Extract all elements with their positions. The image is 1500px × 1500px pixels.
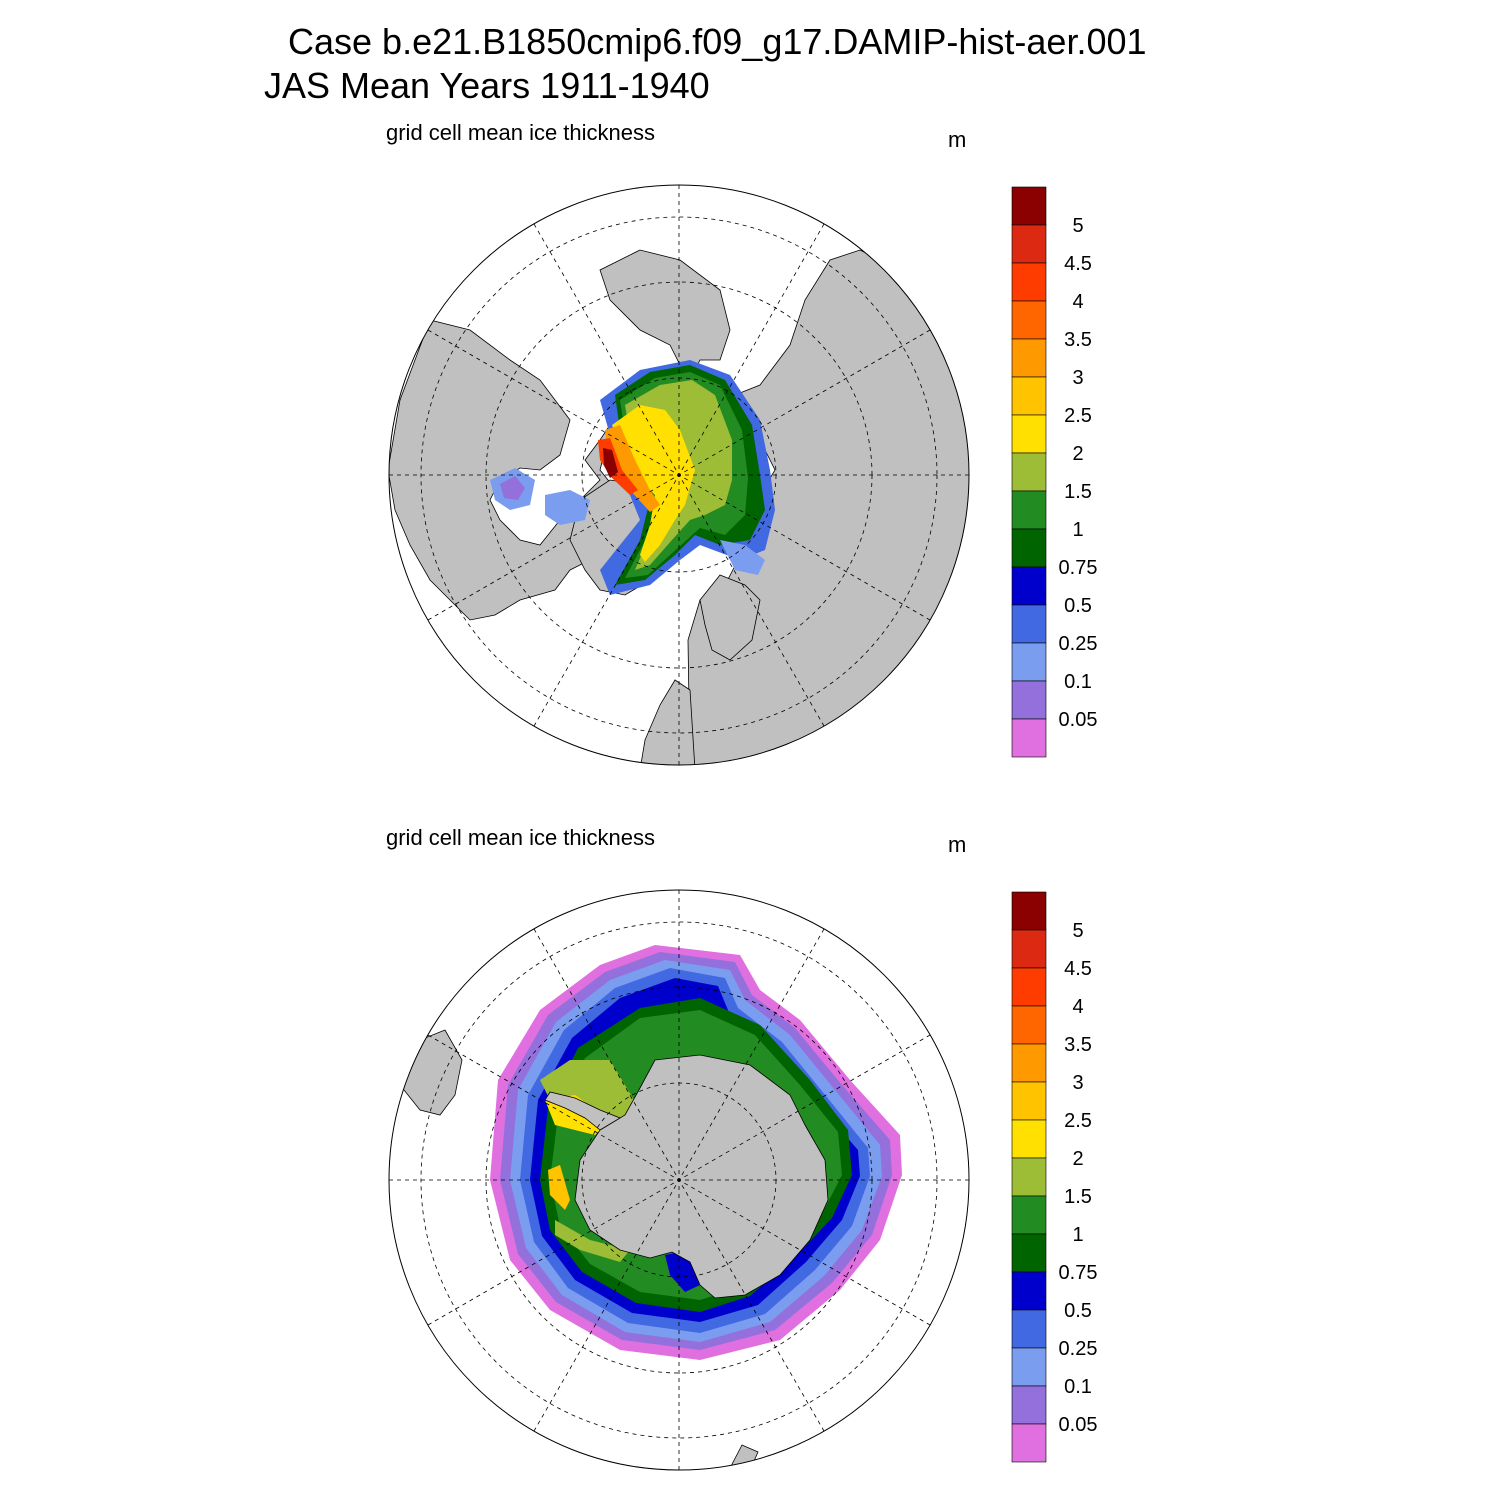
- north-colorbar-box: [1011, 262, 1047, 302]
- north-colorbar-box: [1011, 680, 1047, 720]
- south-units-label: m: [948, 832, 967, 857]
- north-ice-hudson-core: [500, 476, 525, 500]
- north-graticule: [389, 185, 969, 765]
- north-ice-3: [605, 425, 660, 512]
- south-colorbar: 5 4.5 4 3.5 3 2.5 2 1.5 1 0.75 0.5 0.25 0.1 0.05: [1011, 891, 1098, 1463]
- south-colorbar-tick-label: 1.5: [1064, 1186, 1092, 1208]
- south-colorbar-box: [1011, 1271, 1047, 1311]
- south-map: [388, 889, 970, 1471]
- north-colorbar-box: [1011, 718, 1047, 758]
- south-map-boundary: [388, 889, 970, 1471]
- north-land-africa: [639, 679, 696, 765]
- north-colorbar-box: [1011, 376, 1047, 416]
- south-ice-3: [548, 1165, 570, 1210]
- north-colorbar-box: [1011, 300, 1047, 340]
- north-colorbar-tick-label: 0.75: [1059, 557, 1098, 579]
- north-colorbar-tick-label: 4.5: [1064, 253, 1092, 275]
- north-colorbar-tick-label: 3: [1072, 367, 1083, 389]
- north-units-label: m: [948, 127, 967, 152]
- chart-title-line1: Case b.e21.B1850cmip6.f09_g17.DAMIP-hist…: [288, 21, 1147, 62]
- south-graticule: [389, 890, 969, 1470]
- south-colorbar-tick-label: 0.5: [1064, 1300, 1092, 1322]
- north-colorbar-tick-label: 0.5: [1064, 595, 1092, 617]
- south-colorbar-tick-label: 0.1: [1064, 1376, 1092, 1398]
- north-colorbar-tick-label: 1: [1072, 519, 1083, 541]
- north-ice-baffin: [545, 490, 590, 525]
- north-colorbar-tick-label: 0.05: [1059, 709, 1098, 731]
- north-colorbar-tick-label: 1.5: [1064, 481, 1092, 503]
- south-colorbar-box: [1011, 929, 1047, 969]
- north-ice-barents: [720, 540, 765, 575]
- south-colorbar-box: [1011, 1157, 1047, 1197]
- south-panel-label: grid cell mean ice thickness: [386, 825, 656, 850]
- north-map: [388, 184, 970, 766]
- south-colorbar-tick-label: 3: [1072, 1072, 1083, 1094]
- north-map-boundary: [388, 184, 970, 766]
- south-colorbar-box: [1011, 1119, 1047, 1159]
- north-colorbar-tick-label: 4: [1072, 291, 1083, 313]
- south-colorbar-box: [1011, 1043, 1047, 1083]
- south-colorbar-tick-label: 0.75: [1059, 1262, 1098, 1284]
- south-land-peninsula: [544, 1091, 621, 1131]
- north-colorbar-tick-label: 2: [1072, 443, 1083, 465]
- south-colorbar-tick-label: 1: [1072, 1224, 1083, 1246]
- south-colorbar-box: [1011, 1233, 1047, 1273]
- south-ice-weddell-2: [555, 1220, 630, 1262]
- south-colorbar-tick-label: 3.5: [1064, 1034, 1092, 1056]
- south-colorbar-box: [1011, 1005, 1047, 1045]
- south-colorbar-tick-label: 0.25: [1059, 1338, 1098, 1360]
- south-colorbar-box: [1011, 967, 1047, 1007]
- south-colorbar-tick-label: 4: [1072, 996, 1083, 1018]
- north-colorbar-tick-label: 0.25: [1059, 633, 1098, 655]
- north-colorbar-tick-label: 5: [1072, 215, 1083, 237]
- south-colorbar-tick-label: 2.5: [1064, 1110, 1092, 1132]
- north-colorbar-box: [1011, 186, 1047, 226]
- north-colorbar-box: [1011, 642, 1047, 682]
- north-colorbar-box: [1011, 224, 1047, 264]
- south-colorbar-tick-label: 0.05: [1059, 1414, 1098, 1436]
- south-colorbar-box: [1011, 891, 1047, 931]
- north-land-scandinavia: [699, 574, 761, 661]
- south-colorbar-box: [1011, 1195, 1047, 1235]
- south-colorbar-tick-label: 4.5: [1064, 958, 1092, 980]
- north-colorbar-box: [1011, 338, 1047, 378]
- north-land-north-america: [389, 249, 731, 621]
- south-colorbar-box: [1011, 1347, 1047, 1387]
- south-colorbar-box: [1011, 1309, 1047, 1349]
- south-colorbar-tick-label: 2: [1072, 1148, 1083, 1170]
- north-colorbar-box: [1011, 528, 1047, 568]
- north-colorbar-tick-label: 2.5: [1064, 405, 1092, 427]
- north-ice-5: [603, 448, 618, 478]
- south-colorbar-box: [1011, 1385, 1047, 1425]
- south-land-antarctica: [574, 1054, 829, 1299]
- north-ice-2: [612, 405, 695, 562]
- north-colorbar-box: [1011, 414, 1047, 454]
- south-colorbar-tick-label: 5: [1072, 920, 1083, 942]
- south-colorbar-box: [1011, 1081, 1047, 1121]
- north-colorbar-tick-label: 3.5: [1064, 329, 1092, 351]
- north-colorbar-box: [1011, 604, 1047, 644]
- north-panel-label: grid cell mean ice thickness: [386, 120, 656, 145]
- north-colorbar-tick-label: 0.1: [1064, 671, 1092, 693]
- north-colorbar-box: [1011, 490, 1047, 530]
- chart-title-line2: JAS Mean Years 1911-1940: [264, 65, 710, 106]
- north-colorbar-box: [1011, 566, 1047, 606]
- south-colorbar-box: [1011, 1423, 1047, 1463]
- north-colorbar: 5 4.5 4 3.5 3 2.5 2 1.5 1 0.75 0.5 0.25 0.1 0.05: [1011, 186, 1098, 758]
- north-colorbar-box: [1011, 452, 1047, 492]
